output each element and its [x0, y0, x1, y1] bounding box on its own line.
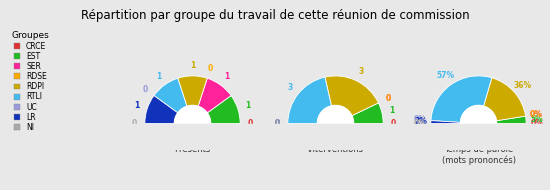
Wedge shape: [352, 103, 383, 124]
Circle shape: [460, 105, 497, 142]
Wedge shape: [198, 78, 231, 113]
Text: 0: 0: [248, 119, 254, 128]
Text: 0%: 0%: [530, 110, 542, 119]
Text: 0: 0: [391, 119, 397, 128]
Text: 0%: 0%: [530, 110, 542, 119]
Text: 1: 1: [245, 101, 250, 110]
Text: Interventions: Interventions: [307, 145, 364, 154]
Wedge shape: [178, 76, 207, 106]
Circle shape: [174, 105, 211, 142]
Text: 0: 0: [274, 119, 280, 128]
Text: 0: 0: [274, 119, 280, 128]
Wedge shape: [145, 96, 178, 124]
Text: Présents: Présents: [174, 145, 211, 154]
Bar: [264, 124, 407, 152]
Bar: [407, 124, 550, 152]
Text: 0: 0: [143, 85, 148, 94]
Text: 0: 0: [274, 119, 280, 128]
Text: 1: 1: [389, 106, 395, 115]
Wedge shape: [483, 78, 526, 121]
Text: 57%: 57%: [436, 71, 454, 81]
Text: 0: 0: [385, 94, 390, 103]
Text: 3: 3: [358, 67, 364, 76]
Text: 3: 3: [288, 83, 293, 92]
Text: 36%: 36%: [513, 81, 531, 90]
Wedge shape: [325, 76, 378, 116]
Text: 0%: 0%: [414, 119, 427, 128]
Text: Répartition par groupe du travail de cette réunion de commission: Répartition par groupe du travail de cet…: [81, 10, 469, 22]
Text: 5%: 5%: [530, 115, 543, 124]
Bar: [121, 124, 264, 152]
Text: 0%: 0%: [530, 119, 543, 128]
Wedge shape: [497, 116, 526, 124]
Text: Temps de parole
(mots prononcés): Temps de parole (mots prononcés): [442, 145, 515, 165]
Legend: CRCE, EST, SER, RDSE, RDPI, RTLI, UC, LR, NI: CRCE, EST, SER, RDSE, RDPI, RTLI, UC, LR…: [10, 30, 51, 133]
Wedge shape: [431, 121, 460, 124]
Text: 1: 1: [224, 72, 229, 81]
Text: 0: 0: [131, 119, 137, 128]
Circle shape: [317, 105, 354, 142]
Text: 2%: 2%: [414, 117, 427, 126]
Text: 1: 1: [190, 61, 195, 70]
Wedge shape: [288, 77, 332, 124]
Text: 0: 0: [385, 94, 390, 103]
Text: 0: 0: [208, 64, 213, 73]
Wedge shape: [431, 76, 492, 122]
Wedge shape: [154, 78, 187, 113]
Text: 1: 1: [156, 72, 161, 81]
Text: 0%: 0%: [414, 115, 427, 124]
Wedge shape: [207, 96, 240, 124]
Text: 1: 1: [135, 101, 140, 110]
